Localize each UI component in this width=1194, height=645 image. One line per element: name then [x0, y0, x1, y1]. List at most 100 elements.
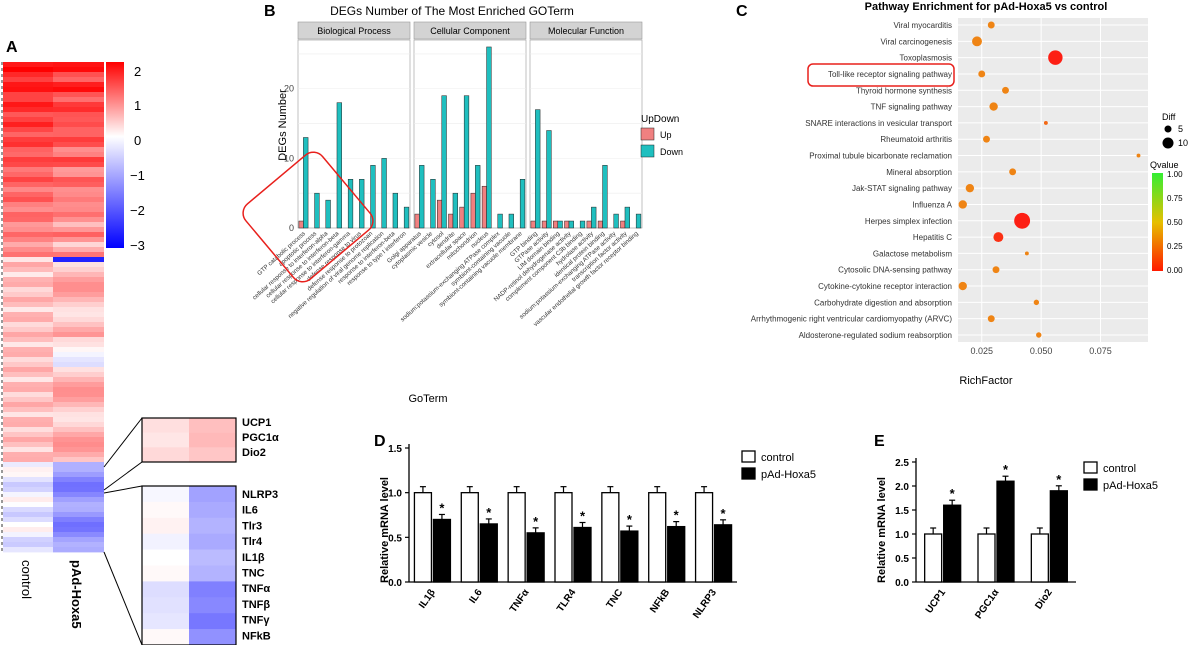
heatmap-cell: [3, 207, 53, 213]
heatmap-cell: [53, 437, 104, 443]
scatter-point: [1136, 153, 1141, 158]
heatmap-cell: [3, 452, 53, 458]
heatmap-cell: [3, 347, 53, 353]
pathway-label: Rheumatoid arthritis: [880, 135, 952, 144]
down-bar: [347, 179, 354, 229]
heatmap-cell: [53, 407, 104, 413]
go-ytick: 0: [289, 223, 294, 233]
heatmap-cell: [3, 432, 53, 438]
heatmap-cell: [3, 62, 53, 68]
control-bar: [924, 533, 943, 583]
heatmap-cell: [3, 302, 53, 308]
zoom-top-frame: [141, 417, 237, 463]
down-bar: [486, 46, 492, 229]
zoom-cell: [142, 613, 189, 630]
scatter-point: [1009, 168, 1017, 176]
heatmap-cell: [3, 87, 53, 93]
heatmap-cell: [53, 547, 104, 553]
heatmap-cell: [53, 152, 104, 158]
heatmap-cell: [53, 542, 104, 548]
up-bar: [459, 206, 465, 229]
size-legend-label: 5: [1178, 124, 1183, 134]
heatmap-panel: 2 1 0 −1 −2 −3 control pAd-Hoxa5 UCP1 PGC…: [1, 62, 279, 645]
e-ylabel: Relative mRNA level: [876, 477, 888, 583]
scatter-point: [1002, 86, 1009, 94]
heatmap-cell: [53, 132, 104, 138]
zoom-connector: [103, 551, 143, 645]
scatter-point: [1024, 251, 1029, 256]
significance-star: *: [950, 486, 956, 501]
scatter-point: [1033, 299, 1040, 306]
heatmap-cell: [3, 387, 53, 393]
heatmap-cell: [53, 287, 104, 293]
down-bar: [535, 109, 541, 229]
scatter-point: [1014, 212, 1031, 229]
d-ylabel: Relative mRNA level: [379, 477, 391, 583]
heatmap-cell: [3, 252, 53, 258]
scatter-point: [993, 232, 1004, 243]
heatmap-cell: [3, 517, 53, 523]
category-label: UCP1: [924, 587, 949, 616]
d-plot: 0.0 0.5 1.0 1.5 * IL1β * IL6 * TNFα * TLR4 * TNC * NFkB…: [388, 444, 816, 621]
heatmap-cell: [3, 532, 53, 538]
heatmap-cell: [53, 387, 104, 393]
scatter-point: [1048, 50, 1063, 65]
heatmap-cell: [3, 497, 53, 503]
scatter-point: [992, 266, 1000, 274]
heatmap-cell: [3, 542, 53, 548]
y-tick-label: 1.5: [388, 444, 402, 455]
heatmap-cell: [3, 397, 53, 403]
scatter-point: [958, 200, 967, 209]
heatmap-cell: [53, 297, 104, 303]
scatter-xtick: 0.050: [1030, 346, 1053, 356]
heatmap-cell: [53, 332, 104, 338]
gene-label: IL1β: [242, 552, 265, 564]
legend-label-down: Down: [660, 147, 683, 157]
down-bar: [591, 206, 597, 229]
category-label: NLRP3: [691, 587, 719, 621]
scatter-point: [989, 102, 998, 111]
category-label: IL6: [467, 587, 485, 606]
heatmap-cell: [3, 467, 53, 473]
down-bar: [519, 179, 526, 229]
down-bar: [557, 220, 563, 229]
zoom-cell: [189, 517, 236, 534]
heatmap-cell: [3, 272, 53, 278]
heatmap-cell: [3, 492, 53, 498]
pathway-label: Proximal tubule bicarbonate reclamation: [809, 152, 952, 161]
heatmap-cell: [53, 72, 104, 78]
heatmap-cell: [53, 257, 104, 263]
heatmap-cell: [53, 87, 104, 93]
size-legend-label: 10: [1178, 138, 1188, 148]
heatmap-cell: [3, 482, 53, 488]
heatmap-cell: [3, 382, 53, 388]
down-bar: [475, 165, 481, 229]
heatmap-cell: [3, 422, 53, 428]
e-plot: 0.0 0.5 1.0 1.5 2.0 2.5 * UCP1 * PGC1α * Dio2 contro…: [895, 458, 1158, 621]
pathway-label: Mineral absorption: [886, 168, 952, 177]
gene-label: NFkB: [242, 630, 271, 642]
heatmap-cell: [3, 472, 53, 478]
heatmap-cell: [3, 217, 53, 223]
heatmap-cell: [3, 232, 53, 238]
zoom-connector: [103, 417, 143, 468]
down-bar: [463, 95, 470, 229]
facet-strip-label: Cellular Component: [430, 26, 510, 36]
significance-star: *: [721, 506, 727, 521]
hoxa5-bar: [479, 523, 498, 583]
colorbar-tick-m1: −1: [130, 168, 145, 183]
heatmap-cells: [3, 62, 104, 553]
heatmap-cell: [53, 202, 104, 208]
heatmap-cell: [53, 157, 104, 163]
pathway-scatter-chart: Pathway Enrichment for pAd-Hoxa5 vs cont…: [751, 1, 1188, 387]
heatmap-cell: [3, 222, 53, 228]
heatmap-cell: [3, 157, 53, 163]
gene-label: TNC: [242, 568, 265, 580]
heatmap-cell: [53, 242, 104, 248]
heatmap-cell: [3, 367, 53, 373]
legend-swatch-down: [640, 144, 655, 158]
up-bar: [586, 220, 592, 229]
zoom-cell: [189, 581, 236, 598]
category-label: TNC: [605, 587, 626, 610]
heatmap-cell: [53, 192, 104, 198]
